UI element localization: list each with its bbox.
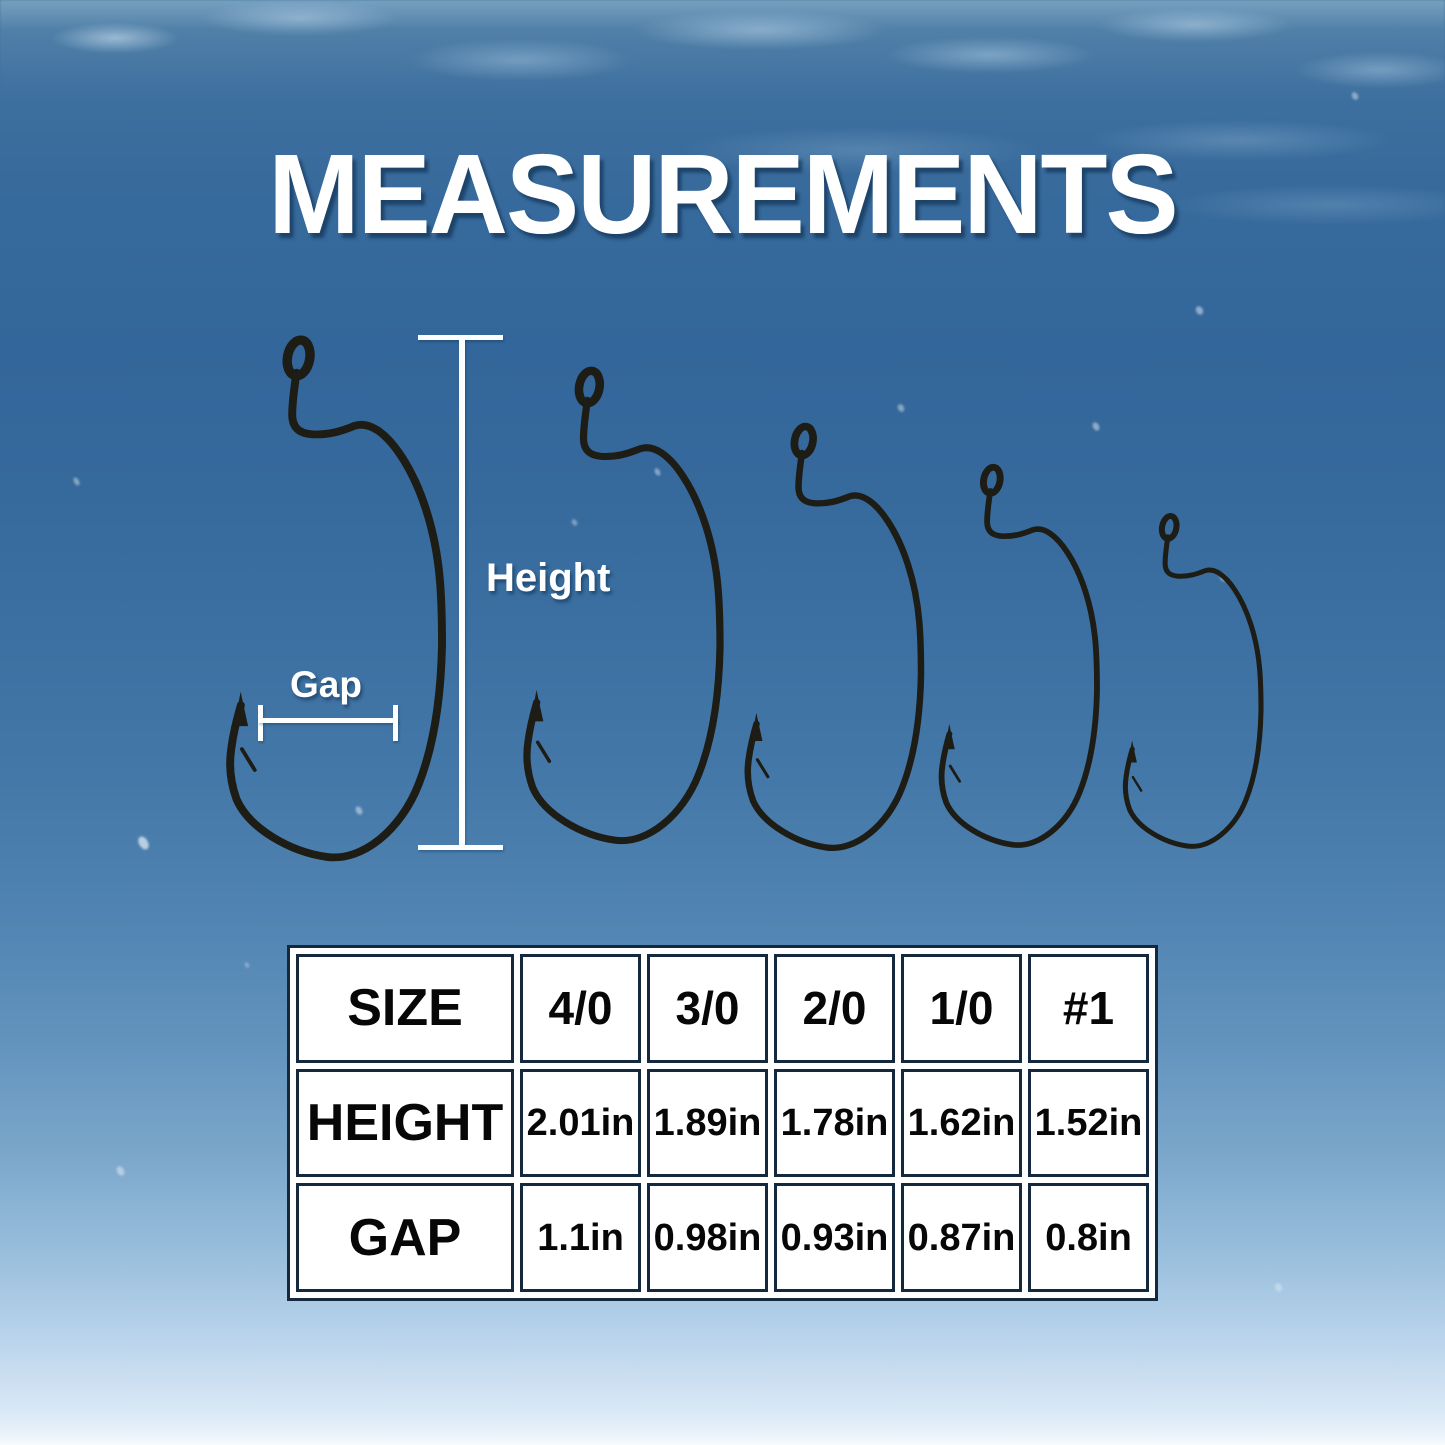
particle-speck (1091, 421, 1101, 432)
page-title: MEASUREMENTS (268, 131, 1178, 257)
height-line (459, 338, 465, 847)
hook-size-4-0 (228, 337, 442, 860)
gap-row-label: GAP (296, 1183, 514, 1292)
height-row-label: HEIGHT (296, 1068, 514, 1178)
hook-size-1-0 (940, 465, 1097, 847)
height-value-2-0: 1.78in (774, 1068, 895, 1178)
particle-speck (72, 476, 81, 487)
particle-speck (1273, 1281, 1284, 1294)
table-row-height: HEIGHT 2.01in 1.89in 1.78in 1.62in 1.52i… (296, 1068, 1149, 1178)
height-line-top-cap (418, 335, 503, 340)
gap-label: Gap (290, 664, 362, 705)
size-header-cell: SIZE (296, 954, 514, 1063)
hook-size-2-0 (746, 424, 921, 850)
gap-value-1-0: 0.87in (901, 1183, 1022, 1292)
gap-value-4-0: 1.1in (520, 1183, 641, 1292)
hook-size-number-1 (1124, 514, 1261, 848)
height-value-num-1: 1.52in (1028, 1068, 1149, 1178)
particle-speck (243, 961, 251, 969)
gap-value-2-0: 0.93in (774, 1183, 895, 1292)
height-value-3-0: 1.89in (647, 1068, 768, 1178)
height-line-bottom-cap (418, 845, 503, 850)
size-cell-2-0: 2/0 (774, 954, 895, 1063)
particle-speck (136, 834, 151, 852)
table-row-size: SIZE 4/0 3/0 2/0 1/0 #1 (296, 954, 1149, 1063)
size-cell-4-0: 4/0 (520, 954, 641, 1063)
height-value-4-0: 2.01in (520, 1068, 641, 1178)
gap-value-num-1: 0.8in (1028, 1183, 1149, 1292)
gap-line-left-tick (258, 705, 263, 741)
gap-line (258, 718, 398, 723)
height-label: Height (486, 556, 611, 600)
hook-size-3-0 (525, 368, 720, 843)
size-cell-num-1: #1 (1028, 954, 1149, 1063)
size-cell-3-0: 3/0 (647, 954, 768, 1063)
particle-speck (896, 403, 906, 413)
gap-value-3-0: 0.98in (647, 1183, 768, 1292)
height-value-1-0: 1.62in (901, 1068, 1022, 1178)
size-cell-1-0: 1/0 (901, 954, 1022, 1063)
water-surface-ripples (0, 0, 1445, 360)
gap-line-right-tick (393, 705, 398, 741)
table-row-gap: GAP 1.1in 0.98in 0.93in 0.87in 0.8in (296, 1183, 1149, 1292)
measurements-table: SIZE 4/0 3/0 2/0 1/0 #1 HEIGHT 2.01in 1.… (287, 945, 1158, 1301)
particle-speck (114, 1164, 127, 1178)
